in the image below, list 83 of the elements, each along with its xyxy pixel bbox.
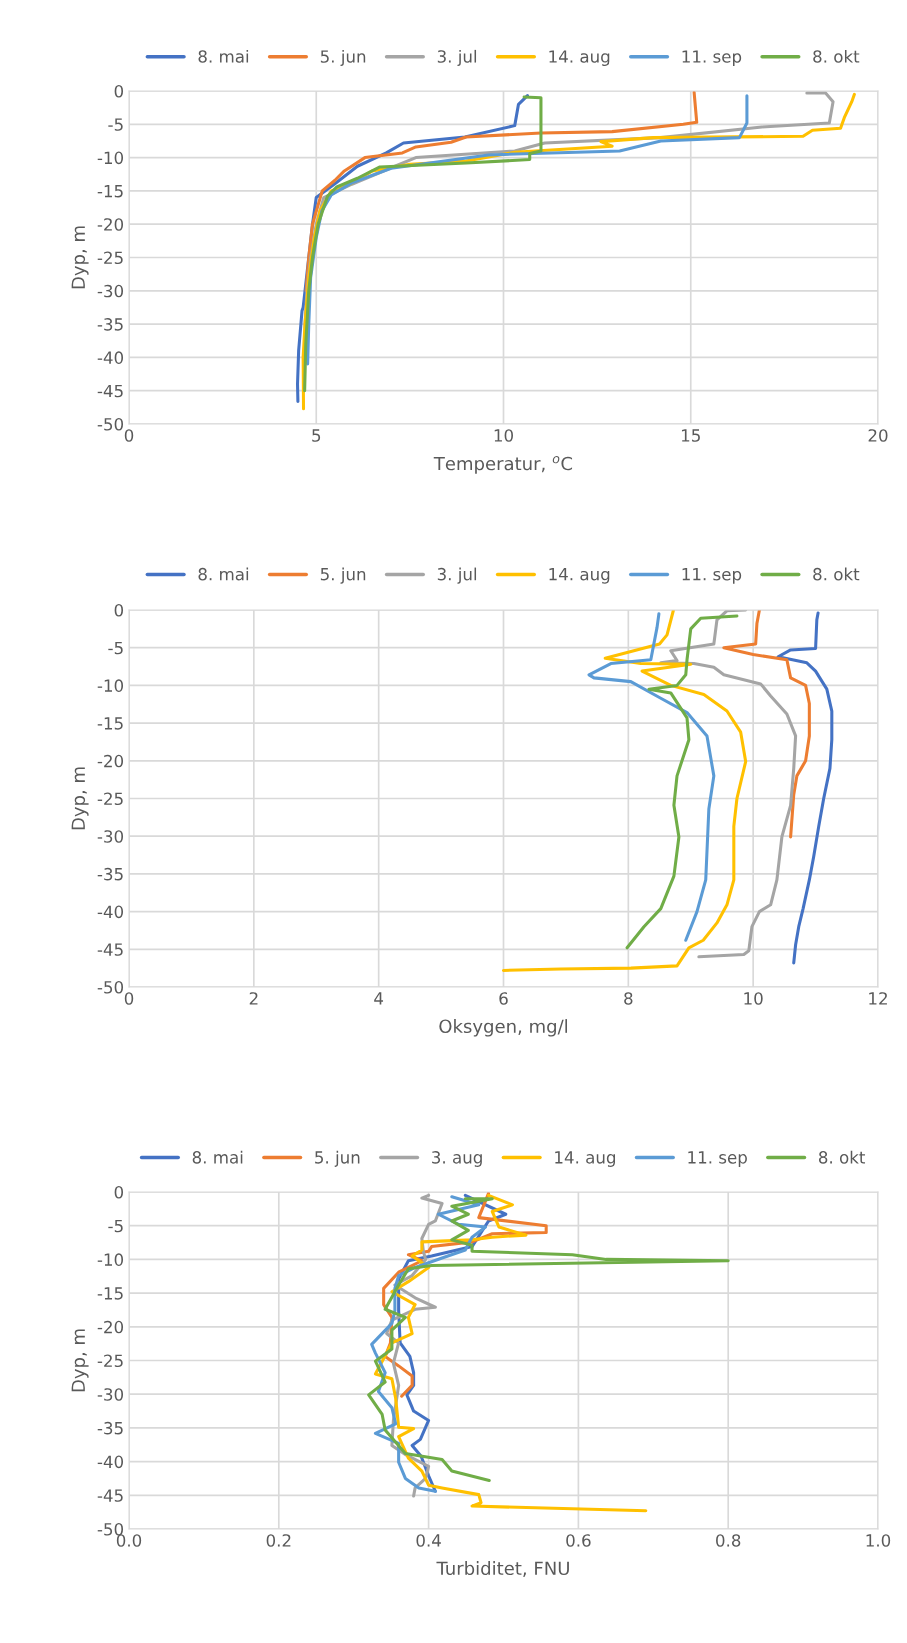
y-tick-label: -20 (97, 754, 124, 768)
y-tick-label: -30 (97, 284, 124, 298)
x-tick-label: 5 (312, 429, 321, 442)
legend-label: 14. aug (549, 50, 610, 67)
y-tick-label: -30 (97, 830, 124, 843)
y-tick-label: -25 (97, 1354, 123, 1368)
x-tick-label: 0.4 (416, 1534, 441, 1547)
y-tick-label: -40 (97, 351, 124, 364)
y-axis-title: Dyp, m (71, 1329, 89, 1392)
x-tick-label: 1.0 (866, 1534, 891, 1547)
x-tick-label: 8 (624, 992, 633, 1005)
legend-label: 11. sep (682, 568, 742, 584)
line-series (722, 610, 811, 839)
y-tick-label: 0 (114, 84, 124, 98)
y-tick-label: 0 (114, 603, 124, 617)
y-tick-label: -5 (108, 1219, 123, 1233)
legend-label: 8. okt (813, 49, 860, 63)
legend-label: 3. aug (432, 1151, 482, 1167)
y-tick-label: -45 (97, 1489, 123, 1502)
line-series (659, 610, 798, 959)
y-tick-label: -5 (108, 118, 123, 131)
y-tick-label: -40 (97, 1455, 124, 1469)
y-tick-label: -30 (97, 1388, 124, 1401)
y-tick-label: -50 (97, 417, 124, 431)
legend-label: 8. mai (192, 1150, 243, 1164)
x-tick-label: 6 (499, 992, 508, 1005)
y-tick-label: -25 (97, 792, 123, 806)
y-tick-label: -35 (97, 867, 123, 881)
line-series (501, 610, 748, 972)
legend-label: 14. aug (555, 1151, 616, 1167)
legend-label: 3. jul (437, 567, 477, 584)
y-tick-label: -15 (97, 185, 123, 198)
legend-label: 5. jun (320, 567, 366, 584)
legend-label: 5. jun (315, 1150, 360, 1167)
y-tick-label: 0 (114, 1185, 124, 1199)
y-axis-title: Dyp, m (71, 226, 89, 289)
legend-label: 11. sep (682, 50, 742, 67)
x-tick-label: 10 (494, 429, 513, 442)
y-tick-label: -10 (97, 151, 124, 165)
x-axis-title: Temperatur, $^{o}$C (433, 456, 573, 474)
y-tick-label: -20 (97, 218, 124, 231)
line-series (367, 1197, 730, 1482)
x-tick-label: 4 (374, 992, 384, 1005)
x-tick-label: 0 (124, 429, 134, 442)
legend-label: 8. okt (818, 1150, 866, 1164)
y-tick-label: -35 (97, 318, 123, 331)
y-tick-label: -40 (97, 905, 124, 919)
y-tick-label: -50 (97, 980, 124, 994)
x-tick-label: 20 (868, 429, 888, 442)
y-tick-label: -15 (97, 717, 123, 730)
line-series (373, 1193, 648, 1513)
legend-label: 11. sep (688, 1151, 747, 1167)
line-series (625, 614, 739, 950)
line-series (587, 612, 716, 942)
y-tick-label: -15 (97, 1287, 123, 1300)
y-tick-label: -5 (108, 641, 123, 655)
x-tick-label: 0 (124, 992, 134, 1005)
y-tick-label: -50 (97, 1522, 124, 1536)
x-tick-label: 0.0 (116, 1534, 142, 1547)
x-axis-title: Oksygen, mg/l (439, 1019, 568, 1037)
line-series (776, 611, 834, 965)
y-tick-label: -10 (97, 679, 124, 692)
x-axis-title: Turbiditet, FNU (436, 1561, 569, 1577)
legend-label: 3. jul (437, 49, 477, 67)
x-tick-label: 0.8 (716, 1534, 741, 1547)
legend-label: 14. aug (549, 568, 610, 584)
y-tick-label: -10 (97, 1253, 124, 1266)
y-tick-label: -45 (97, 384, 123, 398)
legend-label: 8. mai (198, 49, 249, 63)
x-tick-label: 2 (249, 992, 258, 1005)
y-tick-label: -35 (97, 1421, 123, 1435)
y-tick-label: -25 (97, 251, 123, 265)
legend-label: 8. mai (198, 567, 249, 581)
legend-label: 8. okt (813, 567, 860, 581)
x-tick-label: 12 (869, 992, 887, 1005)
x-tick-label: 10 (744, 992, 763, 1005)
x-tick-label: 0.6 (566, 1534, 591, 1547)
x-tick-label: 15 (681, 429, 700, 442)
y-axis-title: Dyp, m (71, 767, 89, 830)
legend-label: 5. jun (320, 49, 366, 67)
y-tick-label: -45 (97, 943, 123, 956)
x-tick-label: 0.2 (266, 1534, 291, 1547)
y-tick-label: -20 (97, 1320, 124, 1334)
